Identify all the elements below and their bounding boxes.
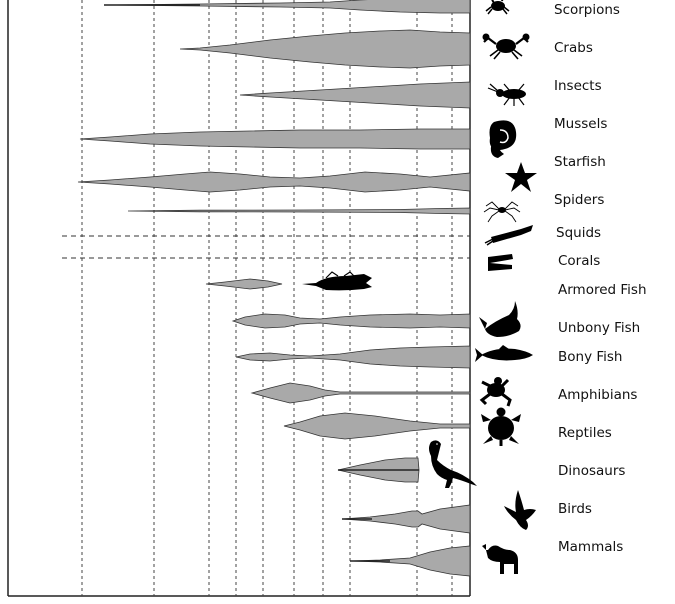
label-amphibians: Amphibians	[558, 387, 638, 403]
mammal-icon	[482, 544, 518, 574]
label-insects: Insects	[554, 78, 602, 94]
spindle-amphibians	[250, 382, 471, 404]
label-bony-fish: Bony Fish	[558, 349, 623, 365]
turtle-icon	[481, 407, 521, 446]
spindle-insects	[239, 81, 471, 109]
label-mussels: Mussels	[554, 116, 608, 132]
label-mammals: Mammals	[558, 539, 624, 555]
spindle-unbony-fish	[231, 313, 471, 329]
label-unbony-fish: Unbony Fish	[558, 320, 641, 336]
spindle-bony-fish	[235, 345, 471, 369]
spindle-starfish	[77, 171, 471, 193]
insect-icon	[487, 83, 526, 106]
shark-icon	[479, 301, 521, 337]
mussel-icon	[489, 120, 517, 158]
label-crabs: Crabs	[554, 40, 593, 56]
starfish-icon	[505, 162, 537, 192]
scorpion-icon	[485, 0, 510, 15]
crab-icon	[482, 33, 530, 60]
bony-fish-icon	[475, 345, 533, 362]
label-squids: Squids	[556, 225, 602, 241]
label-scorpions: Scorpions	[554, 2, 620, 18]
label-birds: Birds	[558, 501, 592, 517]
squid-icon	[484, 225, 533, 246]
spindle-spiders	[127, 207, 471, 215]
dinosaur-icon	[429, 440, 477, 488]
label-starfish: Starfish	[554, 154, 606, 170]
spindle-crabs	[179, 29, 471, 69]
spindle-mammals	[349, 545, 471, 577]
spindle-birds	[341, 504, 471, 534]
armored-fish-icon	[302, 271, 372, 291]
spindle-mussels	[79, 128, 471, 150]
frog-icon	[479, 377, 512, 407]
label-armored-fish: Armored Fish	[558, 282, 647, 298]
bird-icon	[504, 490, 536, 530]
label-reptiles: Reptiles	[558, 425, 612, 441]
label-corals: Corals	[558, 253, 601, 269]
label-dinosaurs: Dinosaurs	[558, 463, 626, 479]
spider-icon	[483, 201, 521, 223]
spindle-armored-fish	[205, 278, 283, 290]
spindle-scorpions	[103, 0, 471, 14]
spindle-reptiles	[283, 412, 471, 440]
coral-icon	[488, 254, 513, 271]
spindles	[62, 0, 471, 577]
silhouette-icons	[302, 0, 537, 574]
label-spiders: Spiders	[554, 192, 605, 208]
